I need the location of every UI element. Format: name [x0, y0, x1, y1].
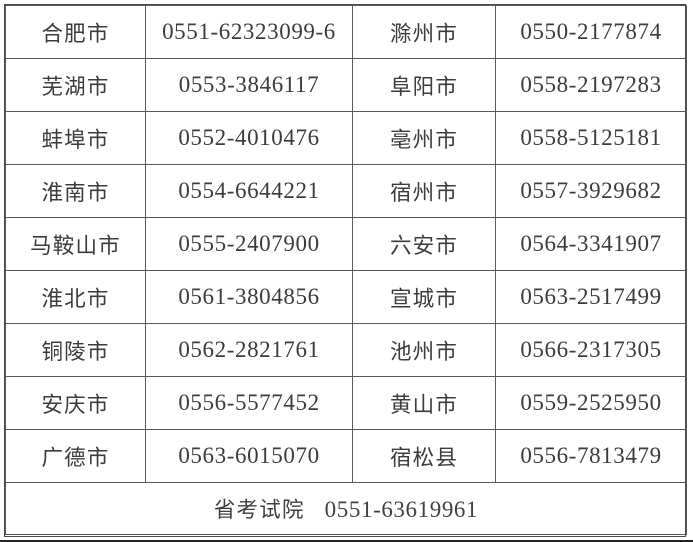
city-name-cell: 宿松县 [352, 429, 496, 483]
phone-number-cell: 0554-6644221 [145, 164, 353, 218]
phone-number-cell: 0555-2407900 [145, 217, 353, 271]
city-name-cell: 马鞍山市 [5, 217, 146, 271]
table-row: 合肥市 0551-62323099-6 滁州市 0550-2177874 [5, 5, 687, 59]
phone-number-cell: 0558-2197283 [495, 58, 687, 112]
table-row: 芜湖市 0553-3846117 阜阳市 0558-2197283 [5, 58, 687, 112]
table-row: 淮北市 0561-3804856 宣城市 0563-2517499 [5, 270, 687, 324]
table-footer-row: 省考试院 0551-63619961 [5, 482, 687, 535]
page-bottom-rule [0, 540, 693, 542]
table-row: 马鞍山市 0555-2407900 六安市 0564-3341907 [5, 217, 687, 271]
table-body: 合肥市 0551-62323099-6 滁州市 0550-2177874 芜湖市… [5, 5, 687, 535]
phone-number-cell: 0553-3846117 [145, 58, 353, 112]
city-name-cell: 安庆市 [5, 376, 146, 430]
table-row: 铜陵市 0562-2821761 池州市 0566-2317305 [5, 323, 687, 377]
city-name-cell: 合肥市 [5, 5, 146, 59]
city-name-cell: 广德市 [5, 429, 146, 483]
city-name-cell: 淮南市 [5, 164, 146, 218]
phone-number-cell: 0556-7813479 [495, 429, 687, 483]
table-row: 广德市 0563-6015070 宿松县 0556-7813479 [5, 429, 687, 483]
table-row: 蚌埠市 0552-4010476 亳州市 0558-5125181 [5, 111, 687, 165]
phone-number-cell: 0558-5125181 [495, 111, 687, 165]
city-name-cell: 六安市 [352, 217, 496, 271]
phone-number-cell: 0562-2821761 [145, 323, 353, 377]
city-name-cell: 宣城市 [352, 270, 496, 324]
phone-number-cell: 0563-6015070 [145, 429, 353, 483]
city-name-cell: 铜陵市 [5, 323, 146, 377]
phone-number-cell: 0559-2525950 [495, 376, 687, 430]
table-row: 安庆市 0556-5577452 黄山市 0559-2525950 [5, 376, 687, 430]
footer-content: 省考试院 0551-63619961 [8, 493, 684, 524]
city-name-cell: 亳州市 [352, 111, 496, 165]
table-row: 淮南市 0554-6644221 宿州市 0557-3929682 [5, 164, 687, 218]
phone-number-cell: 0557-3929682 [495, 164, 687, 218]
phone-number-cell: 0556-5577452 [145, 376, 353, 430]
phone-number-cell: 0551-62323099-6 [145, 5, 353, 59]
city-name-cell: 芜湖市 [5, 58, 146, 112]
provincial-exam-office-phone: 0551-63619961 [324, 497, 479, 522]
phone-number-cell: 0566-2317305 [495, 323, 687, 377]
phone-number-cell: 0561-3804856 [145, 270, 353, 324]
phone-number-cell: 0564-3341907 [495, 217, 687, 271]
phone-number-cell: 0563-2517499 [495, 270, 687, 324]
phone-number-cell: 0552-4010476 [145, 111, 353, 165]
city-name-cell: 滁州市 [352, 5, 496, 59]
contact-phone-table: 合肥市 0551-62323099-6 滁州市 0550-2177874 芜湖市… [5, 5, 687, 535]
provincial-exam-office-cell: 省考试院 0551-63619961 [5, 482, 687, 535]
city-name-cell: 淮北市 [5, 270, 146, 324]
phone-number-cell: 0550-2177874 [495, 5, 687, 59]
city-name-cell: 宿州市 [352, 164, 496, 218]
city-name-cell: 池州市 [352, 323, 496, 377]
provincial-exam-office-label: 省考试院 [213, 498, 305, 523]
city-name-cell: 蚌埠市 [5, 111, 146, 165]
city-name-cell: 阜阳市 [352, 58, 496, 112]
city-name-cell: 黄山市 [352, 376, 496, 430]
